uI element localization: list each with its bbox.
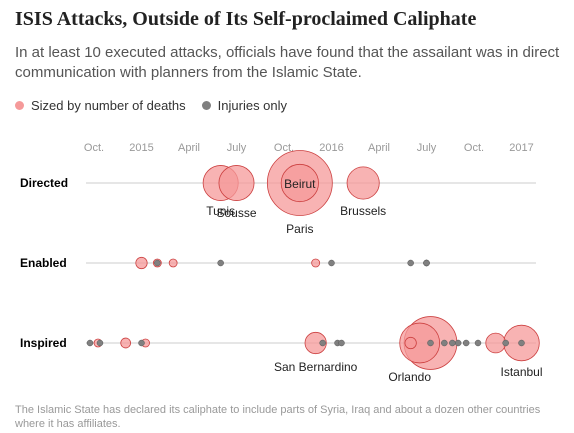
- tick-label: 2017: [509, 142, 533, 154]
- legend-item-injuries: Injuries only: [201, 98, 288, 113]
- injury-dot: [454, 339, 462, 347]
- injury-dot: [328, 259, 335, 267]
- event-label: Tunis: [206, 204, 235, 218]
- event-label: Beirut: [284, 177, 316, 191]
- death-bubble: [304, 331, 327, 355]
- injury-dot: [96, 339, 104, 347]
- tick-label: July: [417, 142, 437, 154]
- death-bubble: [168, 258, 178, 268]
- injury-dot: [449, 339, 456, 347]
- chart-title: ISIS Attacks, Outside of Its Self-procla…: [15, 8, 477, 30]
- injury-dot: [338, 339, 345, 347]
- death-bubble: [120, 337, 132, 349]
- legend-label-injuries: Injuries only: [217, 98, 288, 113]
- chart-subtitle: In at least 10 executed attacks, officia…: [15, 44, 560, 81]
- injury-dot: [502, 339, 509, 347]
- injury-dot: [319, 339, 326, 347]
- death-bubble: [135, 256, 148, 270]
- tick-label: April: [178, 142, 200, 154]
- tick-label: Oct.: [464, 142, 484, 154]
- tick-label: July: [227, 142, 247, 154]
- tick-label: 2016: [319, 142, 343, 154]
- row-label-directed: Directed: [20, 176, 68, 190]
- death-bubble: [280, 163, 319, 203]
- death-bubble: [404, 336, 417, 350]
- injury-dot: [154, 259, 161, 267]
- injuries-swatch-icon: [201, 101, 211, 110]
- row-label-inspired: Inspired: [20, 336, 67, 350]
- event-label: Paris: [286, 222, 313, 236]
- deaths-swatch-icon: [15, 101, 24, 110]
- injury-dot: [462, 339, 470, 347]
- source-note: The Islamic State has declared its calip…: [15, 404, 541, 430]
- tick-label: April: [368, 142, 390, 154]
- injury-dot: [518, 339, 525, 347]
- event-label: San Bernardino: [274, 360, 358, 374]
- death-bubble: [218, 165, 255, 201]
- timeline-chart: Oct. 2015 April July Oct. 2016 April July Oct. 20…: [20, 142, 543, 384]
- injury-dot: [423, 259, 430, 267]
- injury-dot: [407, 259, 414, 267]
- tick-label: Oct.: [274, 142, 294, 154]
- legend-item-deaths: Sized by number of deaths: [15, 98, 186, 113]
- injury-dot: [217, 259, 224, 267]
- death-bubble: [346, 166, 380, 200]
- legend-label-deaths: Sized by number of deaths: [31, 98, 186, 113]
- event-label: Sousse: [216, 206, 256, 220]
- tick-label: 2015: [129, 142, 153, 154]
- injury-dot: [474, 339, 482, 347]
- injury-dot: [427, 339, 434, 347]
- event-label: Orlando: [388, 370, 431, 384]
- tick-label: Oct.: [84, 142, 104, 154]
- event-label: Istanbul: [500, 365, 542, 379]
- injury-dot: [86, 339, 94, 347]
- event-label: Brussels: [340, 204, 386, 218]
- death-bubble: [399, 322, 441, 364]
- row-label-enabled: Enabled: [20, 256, 67, 270]
- death-bubble: [311, 258, 321, 268]
- injury-dot: [138, 339, 145, 347]
- legend: Sized by number of deaths Injuries only: [15, 98, 303, 113]
- injury-dot: [441, 339, 448, 347]
